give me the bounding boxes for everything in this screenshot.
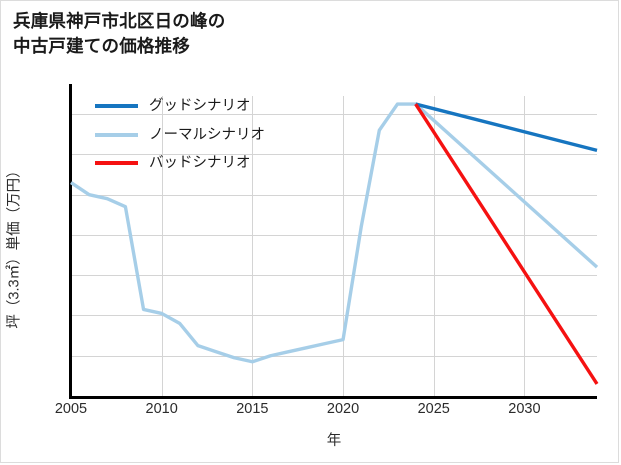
legend-label-bad: バッドシナリオ — [149, 155, 251, 171]
gridline-x-2020 — [343, 96, 345, 396]
series-lines — [70, 102, 599, 385]
chart-legend: グッドシナリオ ノーマルシナリオ バッドシナリオ — [95, 96, 265, 171]
legend-label-normal: ノーマルシナリオ — [149, 126, 265, 143]
gridline-y-64 — [71, 154, 597, 156]
x-tick-2025: 2025 — [417, 401, 450, 417]
legend-label-good: グッドシナリオ — [149, 98, 251, 114]
x-tick-2020: 2020 — [326, 401, 360, 417]
x-tick-2030: 2030 — [508, 401, 541, 417]
chart-title: 兵庫県神戸市北区日の峰の 中古戸建ての価格推移 — [13, 11, 226, 56]
legend-item-bad[interactable]: バッドシナリオ — [95, 156, 265, 171]
gridline-x-2030 — [524, 96, 526, 396]
x-axis-label: 年 — [326, 433, 342, 449]
gridline-x-2010 — [161, 96, 163, 396]
legend-swatch-normal-icon — [95, 132, 138, 137]
legend-swatch-good-icon — [95, 104, 138, 109]
line-good — [415, 102, 598, 153]
gridline-y-58 — [71, 275, 597, 277]
legend-swatch-bad-icon — [95, 161, 138, 166]
x-tick-2005: 2005 — [54, 401, 88, 417]
line-bad — [414, 103, 599, 385]
plot-area: 5254565860626466 20052010201520202025203… — [7, 84, 599, 449]
y-axis-label: 坪（3.3㎡）単価（万円） — [6, 163, 23, 329]
gridline-x-2025 — [433, 96, 435, 396]
gridline-x-2015 — [252, 96, 254, 396]
gridline-y-56 — [71, 315, 597, 317]
legend-item-good[interactable]: グッドシナリオ — [95, 99, 265, 114]
gridline-y-60 — [71, 234, 597, 236]
legend-item-normal[interactable]: ノーマルシナリオ — [95, 126, 265, 143]
gridline-y-62 — [71, 194, 597, 196]
gridline-x-2005 — [71, 96, 72, 396]
line-normal — [70, 102, 599, 364]
x-axis-spine — [69, 396, 597, 399]
x-tick-2015: 2015 — [236, 401, 269, 417]
x-tick-2010: 2010 — [145, 401, 178, 417]
gridline-y-54 — [71, 355, 597, 357]
gridline-y-66 — [71, 114, 597, 116]
y-axis-spine — [69, 84, 72, 396]
